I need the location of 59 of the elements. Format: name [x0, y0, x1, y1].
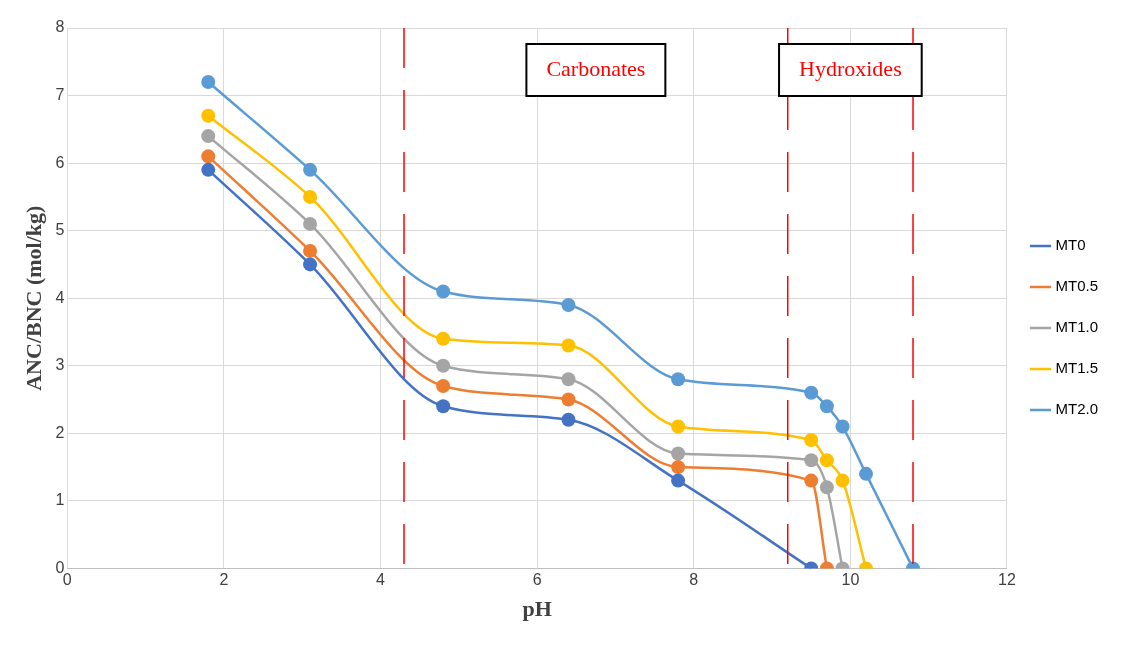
point	[819, 399, 834, 414]
point	[436, 399, 451, 414]
point	[804, 385, 819, 400]
point	[671, 372, 686, 387]
point	[561, 392, 576, 407]
point	[561, 412, 576, 427]
y-tick-label: 8	[55, 18, 65, 36]
y-tick-label: 4	[55, 288, 65, 306]
point	[201, 162, 216, 177]
point	[303, 257, 318, 272]
y-tick-label: 0	[55, 558, 65, 576]
point	[561, 338, 576, 353]
point	[303, 216, 318, 231]
legend-label: MT1.5	[1055, 359, 1099, 377]
x-tick-label: 12	[998, 571, 1016, 589]
point	[819, 480, 834, 495]
point	[671, 473, 686, 488]
x-tick-label: 4	[376, 571, 386, 589]
y-tick-label: 5	[55, 221, 65, 239]
point	[859, 466, 874, 481]
point	[819, 453, 834, 468]
point	[201, 149, 216, 164]
point	[201, 108, 216, 123]
point	[561, 297, 576, 312]
point	[201, 75, 216, 90]
y-axis-title: ANC/BNC (mol/kg)	[20, 205, 46, 391]
point	[436, 331, 451, 346]
x-tick-label: 2	[219, 571, 229, 589]
legend-label: MT1.0	[1055, 318, 1099, 336]
point	[303, 162, 318, 177]
point	[436, 379, 451, 394]
point	[201, 129, 216, 144]
x-tick-label: 8	[689, 571, 699, 589]
point	[561, 372, 576, 387]
y-tick-label: 3	[55, 356, 65, 374]
y-tick-label: 7	[55, 85, 65, 103]
point	[835, 419, 850, 434]
annotation: Carbonates	[546, 55, 646, 81]
y-tick-label: 2	[55, 423, 65, 441]
point	[804, 453, 819, 468]
point	[303, 189, 318, 204]
point	[671, 460, 686, 475]
point	[804, 433, 819, 448]
point	[436, 284, 451, 299]
legend-label: MT0.5	[1055, 277, 1099, 295]
x-tick-label: 10	[841, 571, 860, 589]
point	[436, 358, 451, 373]
legend-label: MT2.0	[1055, 400, 1099, 418]
y-tick-label: 6	[55, 153, 65, 171]
point	[671, 419, 686, 434]
annotation: Hydroxides	[799, 55, 902, 81]
point	[303, 243, 318, 258]
x-axis-title: pH	[522, 596, 552, 622]
y-tick-label: 1	[55, 491, 65, 509]
x-tick-label: 6	[532, 571, 542, 589]
point	[671, 446, 686, 461]
legend-label: MT0	[1055, 236, 1086, 254]
point	[835, 473, 850, 488]
point	[804, 473, 819, 488]
